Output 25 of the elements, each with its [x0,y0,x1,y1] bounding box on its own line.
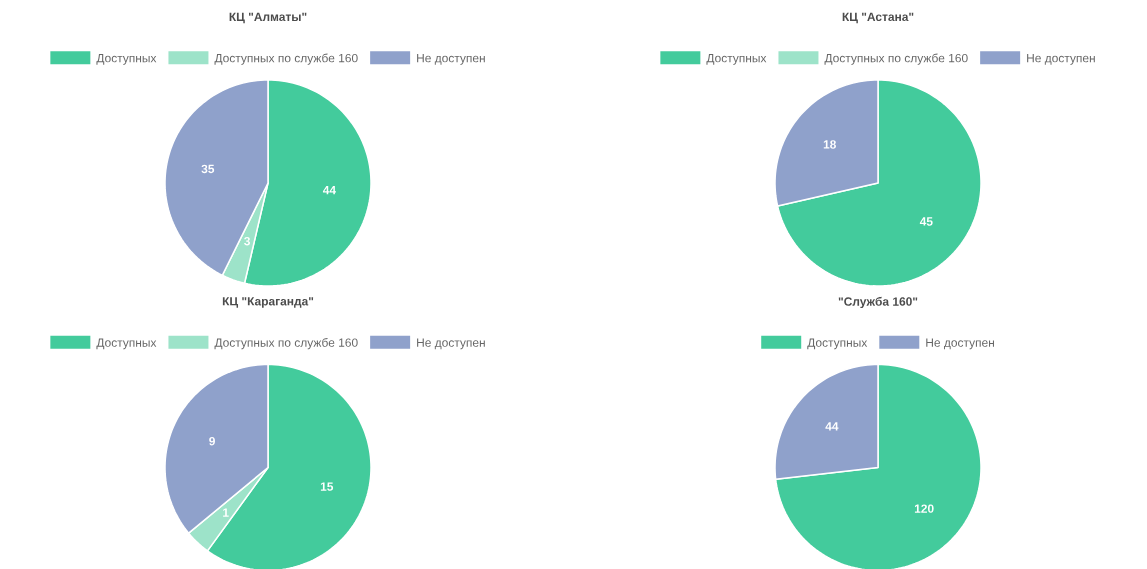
data-label: 44 [322,185,336,195]
data-label: 1 [223,508,229,517]
legend-label: Доступных по службе 160 [214,337,358,350]
chart-title: "Служба 160" [838,296,918,309]
chart-title: КЦ "Алматы" [229,12,307,24]
data-label: 18 [823,140,836,149]
data-label: 35 [201,164,215,174]
legend-label: Доступных по службе 160 [824,53,968,65]
chart-title: КЦ "Караганда" [222,297,314,308]
data-label: 3 [244,236,251,246]
data-label: 44 [825,422,839,431]
legend-label: Не доступен [1027,54,1095,65]
data-label: 120 [914,504,934,513]
legend-label: Доступных [807,338,868,350]
legend-label: Не доступен [926,338,994,350]
legend-label: Доступных [706,54,767,65]
data-label: 45 [919,217,933,226]
legend-label: Доступных [96,338,157,350]
data-label: 15 [320,482,334,491]
chart-title: КЦ "Астана" [842,12,914,24]
legend-label: Не доступен [417,54,485,65]
legend-label: Доступных по службе 160 [214,53,358,65]
data-label: 9 [209,436,215,446]
legend-label: Не доступен [417,338,485,350]
legend-label: Доступных [96,54,157,65]
